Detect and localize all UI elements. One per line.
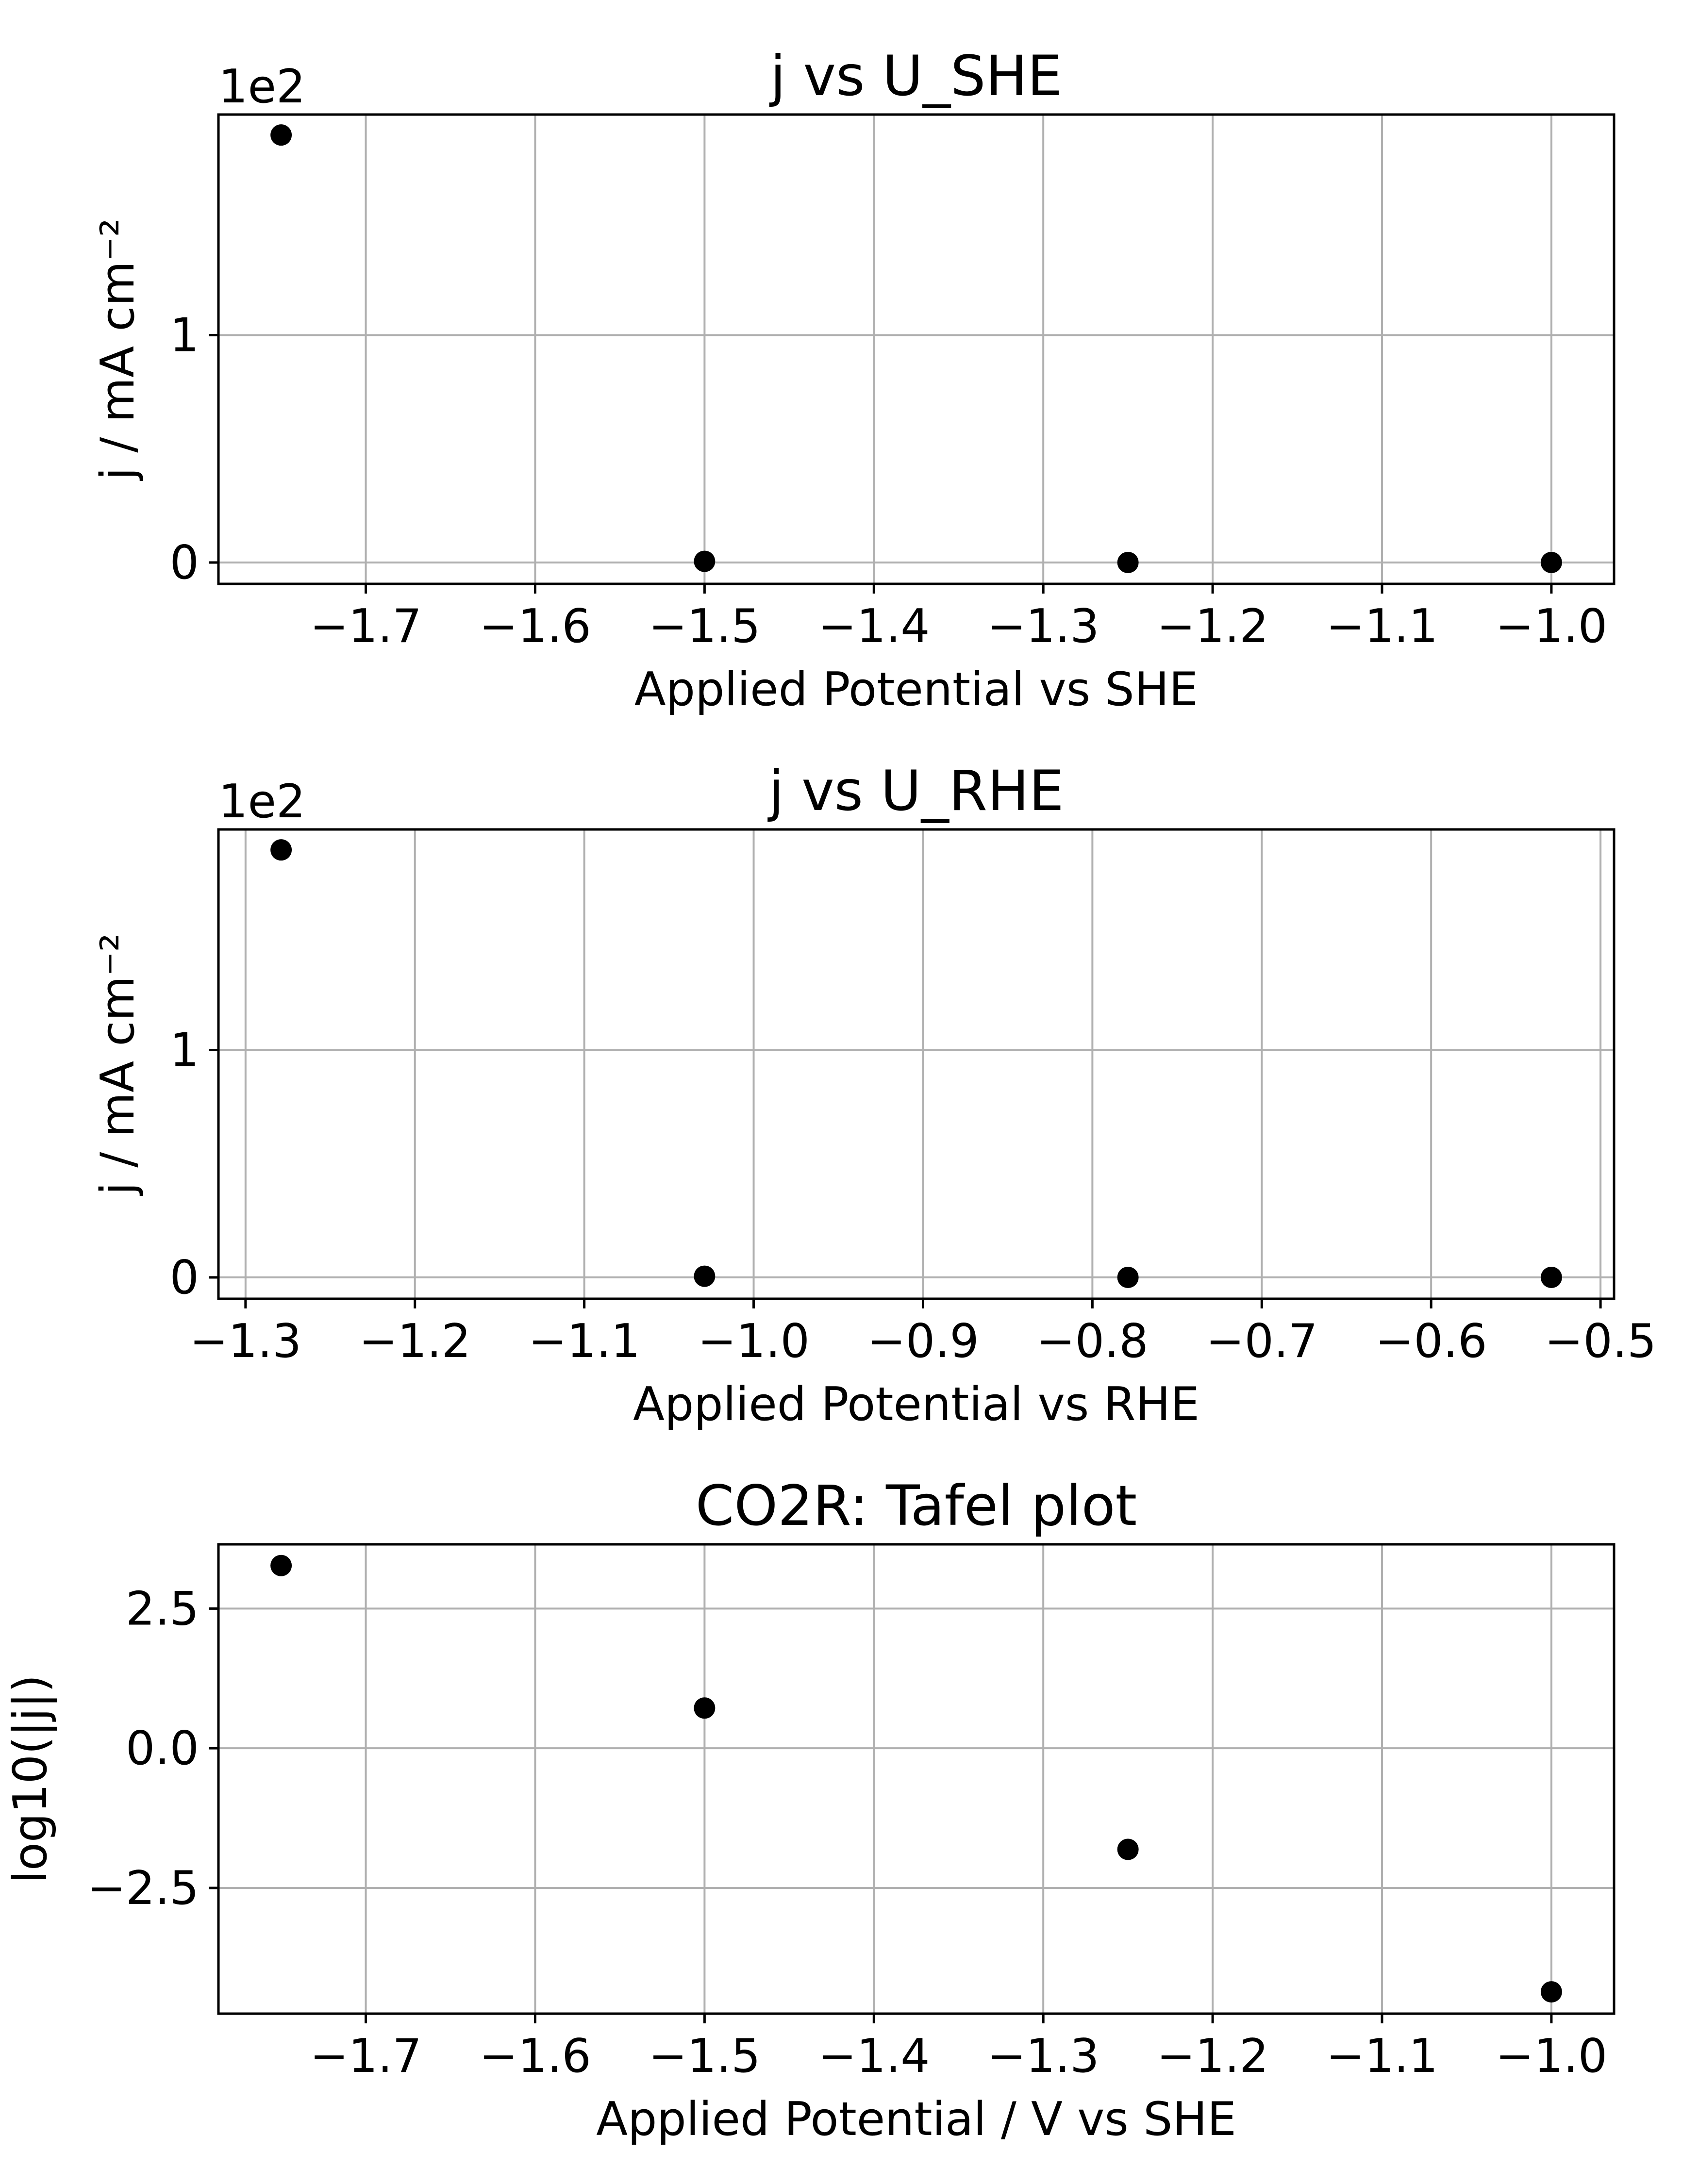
axes-frame bbox=[217, 1543, 1616, 2015]
x-tick-label: −1.5 bbox=[649, 2030, 761, 2083]
data-point bbox=[694, 550, 716, 572]
x-axis-label: Applied Potential / V vs SHE bbox=[596, 2093, 1236, 2146]
data-point bbox=[270, 124, 292, 146]
x-tick-label: −1.6 bbox=[479, 2030, 591, 2083]
x-tick-label: −1.6 bbox=[479, 600, 591, 653]
x-tick-label: −1.1 bbox=[1326, 600, 1438, 653]
x-tick-label: −1.1 bbox=[1326, 2030, 1438, 2083]
y-tick-label: 0 bbox=[170, 1251, 199, 1305]
x-tick-label: −1.2 bbox=[1157, 600, 1269, 653]
x-tick-label: −0.9 bbox=[867, 1315, 979, 1368]
data-point bbox=[1117, 1266, 1139, 1288]
x-tick-label: −1.2 bbox=[1157, 2030, 1269, 2083]
data-point bbox=[270, 1555, 292, 1576]
y-offset-label: 1e2 bbox=[218, 60, 305, 114]
x-tick-label: −1.2 bbox=[359, 1315, 471, 1368]
data-point bbox=[1540, 1981, 1562, 2003]
x-tick-label: −0.7 bbox=[1206, 1315, 1318, 1368]
x-axis-label: Applied Potential vs RHE bbox=[633, 1378, 1199, 1431]
y-tick-label: 0.0 bbox=[126, 1722, 199, 1775]
x-tick-label: −1.3 bbox=[987, 600, 1099, 653]
x-tick-label: −1.3 bbox=[189, 1315, 301, 1368]
data-point bbox=[1117, 551, 1139, 573]
x-tick-label: −1.5 bbox=[649, 600, 761, 653]
x-tick-label: −1.0 bbox=[698, 1315, 810, 1368]
chart-title: j vs U_RHE bbox=[767, 759, 1064, 823]
x-tick-label: −1.7 bbox=[310, 2030, 422, 2083]
y-tick-label: 0 bbox=[170, 536, 199, 590]
x-tick-label: −0.5 bbox=[1545, 1315, 1657, 1368]
y-tick-label: 2.5 bbox=[126, 1582, 199, 1636]
subplot-1: −1.7 −1.6 −1.5 −1.4 −1.3 −1.2 −1.1 −1.0 0 1 j vs U… bbox=[91, 44, 1616, 716]
y-tick-label: 1 bbox=[170, 1024, 199, 1077]
x-tick-label: −0.8 bbox=[1036, 1315, 1149, 1368]
data-point bbox=[1540, 1266, 1562, 1288]
axes-frame bbox=[217, 828, 1616, 1300]
x-axis-label: Applied Potential vs SHE bbox=[634, 663, 1198, 716]
y-offset-label: 1e2 bbox=[218, 775, 305, 828]
x-tick-label: −0.6 bbox=[1375, 1315, 1487, 1368]
data-point bbox=[1540, 551, 1562, 573]
y-axis-label: j / mA cm⁻² bbox=[91, 933, 145, 1196]
x-tick-label: −1.4 bbox=[818, 600, 930, 653]
chart-title: j vs U_SHE bbox=[769, 44, 1063, 108]
x-tick-label: −1.4 bbox=[818, 2030, 930, 2083]
x-tick-label: −1.0 bbox=[1496, 600, 1608, 653]
data-point bbox=[270, 839, 292, 861]
x-tick-label: −1.3 bbox=[987, 2030, 1099, 2083]
data-point bbox=[1117, 1838, 1139, 1860]
data-point bbox=[694, 1697, 716, 1719]
data-point bbox=[694, 1265, 716, 1287]
subplot-3: −1.7 −1.6 −1.5 −1.4 −1.3 −1.2 −1.1 −1.0 −2.5 0.0 2… bbox=[4, 1473, 1616, 2146]
axes-root: −1.7 −1.6 −1.5 −1.4 −1.3 −1.2 −1.1 −1.0 0 1 j vs U… bbox=[4, 44, 1656, 2146]
x-tick-label: −1.7 bbox=[310, 600, 422, 653]
y-axis-label: j / mA cm⁻² bbox=[91, 218, 145, 481]
axes-frame bbox=[217, 113, 1616, 585]
chart-title: CO2R: Tafel plot bbox=[696, 1473, 1137, 1538]
x-tick-label: −1.0 bbox=[1496, 2030, 1608, 2083]
y-tick-label: −2.5 bbox=[87, 1862, 199, 1915]
x-tick-label: −1.1 bbox=[528, 1315, 640, 1368]
y-axis-label: log10(|j|) bbox=[4, 1674, 57, 1883]
y-tick-label: 1 bbox=[170, 309, 199, 362]
subplot-2: −1.3 −1.2 −1.1 −1.0 −0.9 −0.8 −0.7 −0.6 −0.5 0 1 j … bbox=[91, 759, 1656, 1431]
